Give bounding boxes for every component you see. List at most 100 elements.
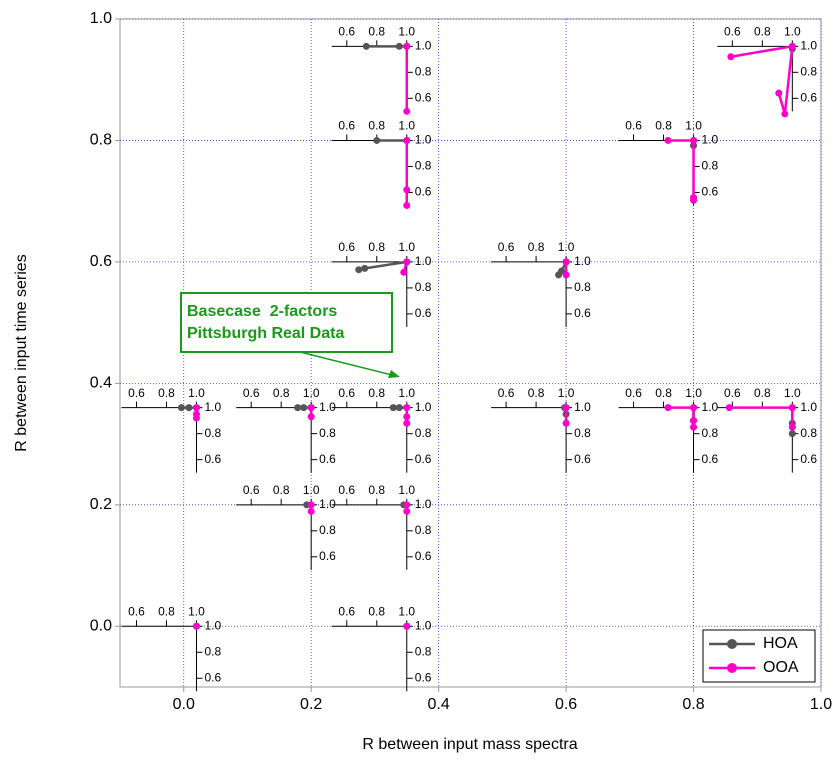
data-point	[403, 622, 411, 630]
data-point	[307, 501, 315, 509]
inset-x-tick-label: 0.6	[498, 240, 515, 254]
data-point	[788, 423, 796, 431]
inset-y-tick-label: 0.6	[319, 452, 336, 466]
inset-x-tick-label: 0.6	[338, 24, 355, 38]
inset-y-tick-label: 0.8	[415, 426, 432, 440]
series-line	[668, 406, 695, 428]
inset-y-tick-label: 0.8	[702, 426, 719, 440]
x-tick-label: 0.6	[555, 696, 577, 713]
y-tick-label: 0.8	[90, 132, 112, 149]
inset-x-tick-label: 0.6	[243, 386, 260, 400]
data-point	[373, 136, 381, 144]
inset-y-tick-label: 1.0	[702, 133, 719, 147]
inset-x-tick-label: 1.0	[188, 604, 205, 618]
inset-x-tick-label: 0.8	[273, 386, 290, 400]
data-point	[403, 258, 411, 266]
inset-x-tick-label: 0.8	[655, 386, 672, 400]
inset-x-tick-label: 0.6	[625, 386, 642, 400]
inset-x-tick-label: 0.8	[158, 386, 175, 400]
inset-y-tick-label: 0.8	[415, 64, 432, 78]
legend-box	[702, 629, 816, 683]
inset-x-tick-label: 1.0	[188, 386, 205, 400]
inset-x-tick-label: 1.0	[398, 119, 415, 133]
inset-y-tick-label: 1.0	[415, 497, 432, 511]
inset-x-tick-label: 0.6	[128, 604, 145, 618]
inset-x-tick-label: 0.8	[368, 119, 385, 133]
data-point	[664, 136, 672, 144]
inset-y-tick-label: 1.0	[702, 400, 719, 414]
inset-y-tick-label: 1.0	[415, 254, 432, 268]
x-axis-label: R between input mass spectra	[362, 736, 577, 753]
data-point	[362, 42, 370, 50]
inset-x-tick-label: 0.8	[158, 604, 175, 618]
inset-y-tick-label: 1.0	[574, 400, 591, 414]
inset-y-tick-label: 1.0	[204, 618, 221, 632]
inset-y-tick-label: 1.0	[574, 254, 591, 268]
data-point	[775, 89, 783, 97]
inset-x-tick-label: 0.8	[528, 240, 545, 254]
inset-y-tick-label: 0.6	[574, 306, 591, 320]
data-point	[185, 404, 193, 412]
inset-x-tick-label: 0.8	[368, 240, 385, 254]
inset-y-tick-label: 0.8	[415, 644, 432, 658]
data-point	[403, 404, 411, 412]
inset-x-tick-label: 1.0	[303, 483, 320, 497]
series-line	[668, 139, 695, 201]
inset-y-tick-label: 0.6	[204, 452, 221, 466]
data-point	[403, 186, 411, 194]
data-point	[725, 404, 733, 412]
data-point	[788, 430, 796, 438]
data-point	[690, 194, 698, 202]
data-point	[562, 404, 570, 412]
inset-x-tick-label: 0.8	[754, 386, 771, 400]
data-point	[403, 413, 411, 421]
y-tick-label: 0.0	[90, 617, 112, 634]
data-point	[300, 404, 308, 412]
inset-y-tick-label: 1.0	[800, 38, 817, 52]
inset-y-tick-label: 1.0	[800, 400, 817, 414]
data-point	[400, 268, 408, 276]
data-point	[307, 507, 315, 515]
inset-y-tick-label: 0.8	[415, 280, 432, 294]
annotation-arrowhead	[388, 370, 400, 378]
data-point	[781, 110, 789, 118]
inset-y-tick-label: 0.6	[319, 549, 336, 563]
inset-x-tick-label: 0.6	[625, 119, 642, 133]
inset-x-tick-label: 1.0	[784, 386, 801, 400]
inset-y-tick-label: 1.0	[415, 400, 432, 414]
data-point	[403, 201, 411, 209]
inset-y-tick-label: 0.6	[415, 90, 432, 104]
data-point	[403, 501, 411, 509]
inset-x-tick-label: 1.0	[784, 24, 801, 38]
inset-x-tick-label: 0.6	[338, 119, 355, 133]
inset-x-tick-label: 0.6	[724, 386, 741, 400]
inset-y-tick-label: 0.6	[415, 670, 432, 684]
inset-x-tick-label: 1.0	[398, 386, 415, 400]
inset-x-tick-label: 0.6	[338, 386, 355, 400]
inset-x-tick-label: 0.6	[724, 24, 741, 38]
legend-marker	[727, 663, 737, 673]
inset-x-tick-label: 1.0	[398, 604, 415, 618]
annotation-text: Pittsburgh Real Data	[187, 325, 344, 342]
x-tick-label: 1.0	[810, 696, 832, 713]
inset-x-tick-label: 0.8	[754, 24, 771, 38]
inset-x-tick-label: 0.8	[368, 386, 385, 400]
data-point	[727, 53, 735, 61]
inset-y-tick-label: 1.0	[415, 618, 432, 632]
data-point	[294, 404, 302, 412]
x-tick-label: 0.0	[173, 696, 195, 713]
inset-x-tick-label: 0.8	[368, 483, 385, 497]
inset-x-tick-label: 0.6	[498, 386, 515, 400]
inset-x-tick-label: 1.0	[685, 386, 702, 400]
y-tick-label: 1.0	[90, 10, 112, 27]
inset-x-tick-label: 0.8	[528, 386, 545, 400]
inset-y-tick-label: 0.8	[415, 159, 432, 173]
data-point	[562, 271, 570, 279]
x-tick-label: 0.2	[300, 696, 322, 713]
x-tick-label: 0.8	[682, 696, 704, 713]
data-point	[307, 404, 315, 412]
data-point	[690, 136, 698, 144]
inset-x-tick-label: 0.6	[128, 386, 145, 400]
inset-y-tick-label: 1.0	[319, 400, 336, 414]
inset-x-tick-label: 0.8	[273, 483, 290, 497]
